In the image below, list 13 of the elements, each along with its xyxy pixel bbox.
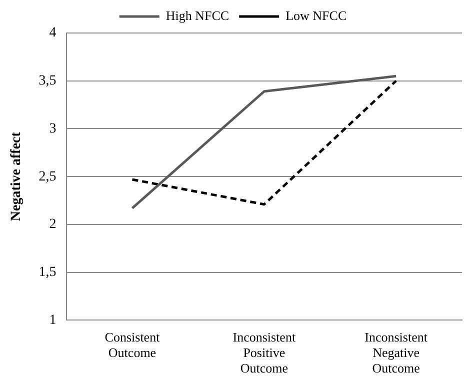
y-tick-label: 1 [49,312,56,328]
legend-label: Low NFCC [286,8,347,23]
y-tick-label: 1,5 [38,265,56,280]
y-axis-title: Negative affect [9,132,24,222]
y-tick-label: 3,5 [38,74,56,89]
y-tick-label: 4 [49,26,56,41]
x-tick-label: Consistent Outcome [104,329,160,360]
y-tick-label: 3 [49,121,56,136]
y-tick-label: 2,5 [38,169,56,184]
x-tick-label: Inconsistent Positive Outcome [232,329,296,376]
legend-label: High NFCC [166,8,230,23]
x-tick-label: Inconsistent Negative Outcome [364,329,428,376]
y-tick-label: 2 [49,217,56,232]
